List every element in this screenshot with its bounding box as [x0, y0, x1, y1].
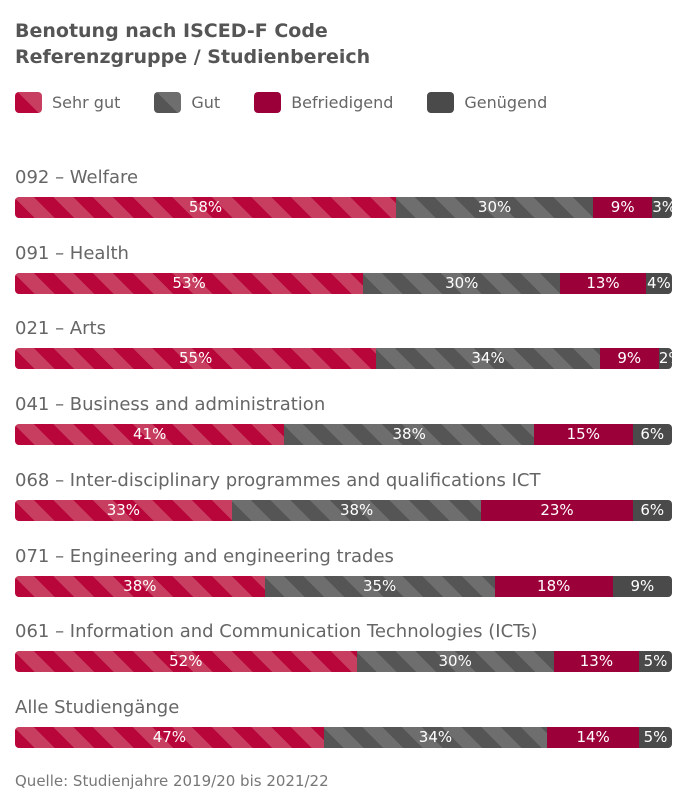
data-label: 30% — [477, 198, 512, 216]
stacked-bar: 58% 30% 9% 3% — [15, 197, 672, 218]
data-label: 2% — [658, 349, 672, 368]
data-label: 5% — [643, 727, 668, 746]
category-label: 041 – Business and administration — [15, 394, 326, 416]
bar-segment-genügend: 6% — [632, 499, 672, 521]
data-label: 52% — [169, 652, 203, 671]
data-label: 34% — [418, 727, 453, 746]
category-label: 068 – Inter-disciplinary programmes and … — [15, 469, 541, 491]
bar-segment-sehr-gut: 58% — [15, 197, 397, 218]
bar-segment-befriedigend: 9% — [599, 348, 659, 370]
source-note: Quelle: Studienjahre 2019/20 bis 2021/22 — [15, 772, 329, 790]
legend-label: Sehr gut — [52, 93, 121, 112]
category-label: 021 – Arts — [15, 318, 106, 340]
bar-segment-befriedigend: 14% — [547, 726, 640, 748]
data-label: 33% — [106, 500, 141, 519]
legend-swatch — [254, 92, 282, 113]
bar-segment-gut: 38% — [284, 424, 535, 446]
data-label: 9% — [617, 349, 642, 368]
bar-segment-befriedigend: 23% — [481, 499, 633, 521]
stacked-bar: 53% 30% 13% 4% — [15, 272, 672, 294]
stacked-bar: 41% 38% 15% 6% — [15, 424, 672, 446]
data-label: 6% — [640, 500, 665, 519]
stacked-bar: 52% 30% 13% 5% — [15, 651, 672, 673]
data-label: 23% — [540, 500, 574, 519]
stacked-bar: 38% 35% 18% 9% — [15, 575, 672, 597]
bar-segment-befriedigend: 9% — [593, 197, 653, 218]
category-label: 092 – Welfare — [15, 167, 139, 188]
category-label: 061 – Information and Communication Tech… — [15, 621, 538, 643]
chart-title: Benotung nach ISCED-F Code — [15, 20, 328, 42]
data-label: 15% — [566, 425, 600, 444]
data-label: 35% — [362, 576, 397, 595]
bar-segment-gut: 30% — [396, 197, 594, 218]
data-label: 4% — [646, 273, 671, 292]
data-label: 38% — [392, 425, 426, 444]
bar-segment-sehr-gut: 52% — [15, 651, 357, 673]
legend-label: Befriedigend — [291, 93, 394, 112]
bar-segment-sehr-gut: 33% — [15, 499, 232, 521]
legend-item[interactable]: Genügend — [427, 92, 547, 113]
bar-segment-genügend: 9% — [612, 575, 672, 597]
legend-label: Gut — [191, 93, 221, 112]
bar-segment-genügend: 6% — [632, 424, 672, 446]
chart-subtitle: Referenzgruppe / Studienbereich — [15, 46, 371, 68]
stacked-bar: 33% 38% 23% 6% — [15, 499, 672, 521]
legend-item[interactable]: Befriedigend — [254, 92, 393, 113]
data-label: 58% — [188, 198, 223, 216]
bar-segment-genügend: 5% — [639, 726, 672, 748]
bar-segment-befriedigend: 15% — [534, 424, 633, 446]
legend: Sehr gut Gut Befriedigend Genügend — [15, 92, 581, 113]
data-label: 34% — [471, 349, 505, 368]
bar-segment-gut: 35% — [264, 575, 495, 597]
bar-segment-gut: 38% — [231, 499, 482, 521]
category-label: 071 – Engineering and engineering trades — [15, 545, 394, 567]
data-label: 6% — [640, 425, 665, 444]
data-label: 30% — [438, 652, 472, 671]
legend-label: Genügend — [464, 93, 548, 112]
bar-segment-sehr-gut: 38% — [15, 575, 265, 597]
bar-segment-gut: 34% — [376, 348, 600, 370]
bar-segment-gut: 30% — [356, 651, 554, 673]
bar-segment-befriedigend: 13% — [553, 651, 640, 673]
bar-segment-genügend: 4% — [645, 272, 672, 294]
bar-segment-genügend: 3% — [652, 197, 672, 218]
data-label: 38% — [339, 500, 374, 519]
data-label: 41% — [133, 425, 167, 444]
data-label: 47% — [152, 727, 187, 746]
data-label: 14% — [576, 727, 610, 746]
stacked-bar: 47% 34% 14% 5% — [15, 726, 672, 748]
bar-segment-sehr-gut: 55% — [15, 348, 377, 370]
category-label: Alle Studiengänge — [15, 696, 180, 718]
legend-swatch — [15, 92, 42, 113]
bar-segment-gut: 30% — [363, 272, 561, 294]
bar-segment-befriedigend: 13% — [560, 272, 646, 294]
data-label: 13% — [579, 652, 614, 671]
data-label: 5% — [643, 652, 668, 671]
data-label: 9% — [630, 576, 655, 595]
legend-item[interactable]: Gut — [154, 92, 220, 113]
bar-segment-genügend: 2% — [658, 348, 672, 370]
data-label: 9% — [610, 198, 635, 216]
bar-segment-gut: 34% — [323, 726, 548, 748]
bar-segment-sehr-gut: 53% — [15, 272, 364, 294]
bar-segment-sehr-gut: 41% — [15, 424, 285, 446]
data-label: 3% — [652, 198, 672, 216]
data-label: 38% — [123, 576, 157, 595]
legend-swatch — [427, 92, 455, 113]
legend-item[interactable]: Sehr gut — [15, 92, 120, 113]
data-label: 53% — [172, 273, 206, 292]
data-label: 55% — [179, 349, 213, 368]
category-label: 091 – Health — [15, 242, 129, 264]
data-label: 30% — [445, 273, 479, 292]
data-label: 13% — [586, 273, 620, 292]
bar-segment-genügend: 5% — [639, 651, 672, 673]
legend-swatch — [154, 92, 182, 113]
bar-segment-befriedigend: 18% — [494, 575, 613, 597]
data-label: 18% — [537, 576, 571, 595]
stacked-bar: 55% 34% 9% 2% — [15, 348, 672, 370]
bar-segment-sehr-gut: 47% — [15, 726, 324, 748]
